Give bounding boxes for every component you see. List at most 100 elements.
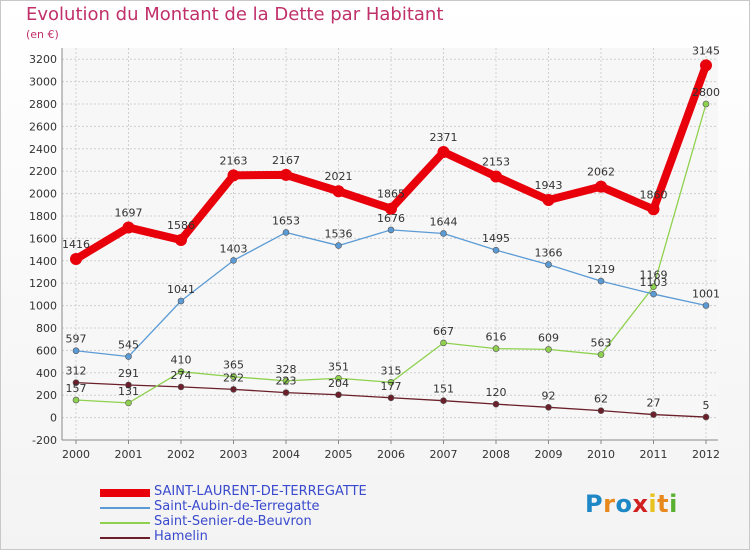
plot-area — [62, 48, 718, 440]
data-point — [387, 226, 395, 234]
data-label: 1495 — [482, 232, 510, 245]
data-point — [177, 297, 185, 305]
data-point — [597, 351, 605, 358]
data-point — [597, 277, 605, 285]
data-point — [177, 383, 185, 391]
data-label: 131 — [118, 385, 139, 398]
data-point — [125, 353, 132, 360]
y-tick-label: 1800 — [29, 210, 57, 223]
data-point — [335, 242, 342, 249]
data-label: 1653 — [272, 214, 300, 227]
data-point — [72, 379, 80, 386]
data-label: 223 — [276, 375, 297, 388]
y-tick-label: 2000 — [29, 188, 57, 201]
data-label: 563 — [591, 337, 612, 350]
data-label: 1586 — [167, 219, 195, 232]
data-label: 1943 — [535, 179, 563, 192]
chart-title: Evolution du Montant de la Dette par Hab… — [26, 4, 444, 25]
data-label: 2163 — [220, 154, 248, 167]
data-point — [545, 403, 552, 411]
data-point — [332, 185, 345, 198]
data-point — [700, 59, 712, 72]
y-tick-label: 200 — [36, 389, 57, 402]
data-point — [230, 257, 237, 264]
x-tick-label: 2002 — [167, 448, 195, 461]
data-label: 1676 — [377, 212, 405, 225]
x-tick-label: 2004 — [272, 448, 300, 461]
data-point — [492, 345, 500, 352]
data-point — [282, 229, 290, 236]
y-tick-label: 2600 — [29, 120, 57, 133]
logo-letter: o — [615, 490, 633, 518]
data-point — [595, 180, 607, 193]
data-point — [492, 246, 500, 254]
data-label: 597 — [66, 333, 87, 346]
legend-label: Saint-Senier-de-Beuvron — [154, 514, 312, 529]
x-tick-label: 2008 — [482, 448, 510, 461]
logo-letter: r — [603, 490, 616, 518]
data-point — [227, 169, 240, 182]
data-label: 1041 — [167, 283, 195, 296]
data-point — [335, 374, 342, 382]
data-label: 92 — [542, 389, 556, 402]
proxiti-logo: Proxiti — [585, 490, 678, 518]
data-point — [122, 221, 135, 234]
logo-letter: t — [657, 490, 670, 518]
x-tick-label: 2006 — [377, 448, 405, 461]
data-label: 545 — [118, 339, 139, 352]
data-label: 2371 — [430, 131, 458, 144]
data-label: 328 — [276, 363, 297, 376]
data-label: 274 — [171, 369, 192, 382]
x-tick-label: 2003 — [220, 448, 248, 461]
chart-subtitle: (en €) — [26, 28, 59, 41]
legend-swatch — [100, 507, 150, 509]
data-label: 1860 — [640, 188, 668, 201]
x-tick-label: 2005 — [325, 448, 353, 461]
y-tick-label: 600 — [36, 344, 57, 357]
data-point — [650, 411, 657, 418]
x-tick-label: 2009 — [535, 448, 563, 461]
data-label: 410 — [171, 354, 192, 367]
legend-label: Hamelin — [154, 529, 208, 544]
data-point — [597, 407, 605, 414]
legend-swatch — [100, 489, 150, 497]
data-point — [175, 233, 187, 246]
data-point — [542, 193, 555, 206]
data-point — [650, 283, 657, 290]
data-point — [490, 170, 502, 183]
data-point — [230, 373, 237, 381]
data-point — [702, 302, 710, 309]
data-point — [282, 389, 290, 396]
legend-label: Saint-Aubin-de-Terregatte — [154, 499, 320, 514]
data-label: 312 — [66, 365, 87, 378]
data-label: 315 — [381, 364, 402, 377]
data-label: 3145 — [692, 44, 720, 57]
x-tick-label: 2001 — [115, 448, 143, 461]
data-label: 1697 — [115, 207, 143, 220]
data-label: 1366 — [535, 247, 563, 260]
legend-label: SAINT-LAURENT-DE-TERREGATTE — [154, 484, 367, 499]
data-point — [385, 202, 397, 215]
x-tick-label: 2007 — [430, 448, 458, 461]
y-tick-label: 1200 — [29, 277, 57, 290]
logo-letter: x — [632, 490, 649, 518]
x-tick-label: 2000 — [62, 448, 90, 461]
data-label: 2153 — [482, 155, 510, 168]
y-tick-label: 0 — [50, 412, 57, 425]
data-label: 609 — [538, 331, 559, 344]
data-point — [650, 290, 657, 298]
data-point — [545, 346, 552, 353]
data-point — [280, 168, 292, 181]
data-point — [440, 397, 447, 404]
data-label: 1103 — [640, 276, 668, 289]
data-label: 151 — [433, 383, 454, 396]
data-point — [335, 391, 342, 399]
data-label: 2800 — [692, 86, 720, 99]
data-label: 120 — [486, 386, 507, 399]
data-label: 1536 — [325, 228, 353, 241]
logo-letter: i — [669, 490, 678, 518]
data-label: 616 — [486, 331, 507, 344]
data-label: 667 — [433, 325, 454, 338]
y-tick-label: 400 — [36, 367, 57, 380]
